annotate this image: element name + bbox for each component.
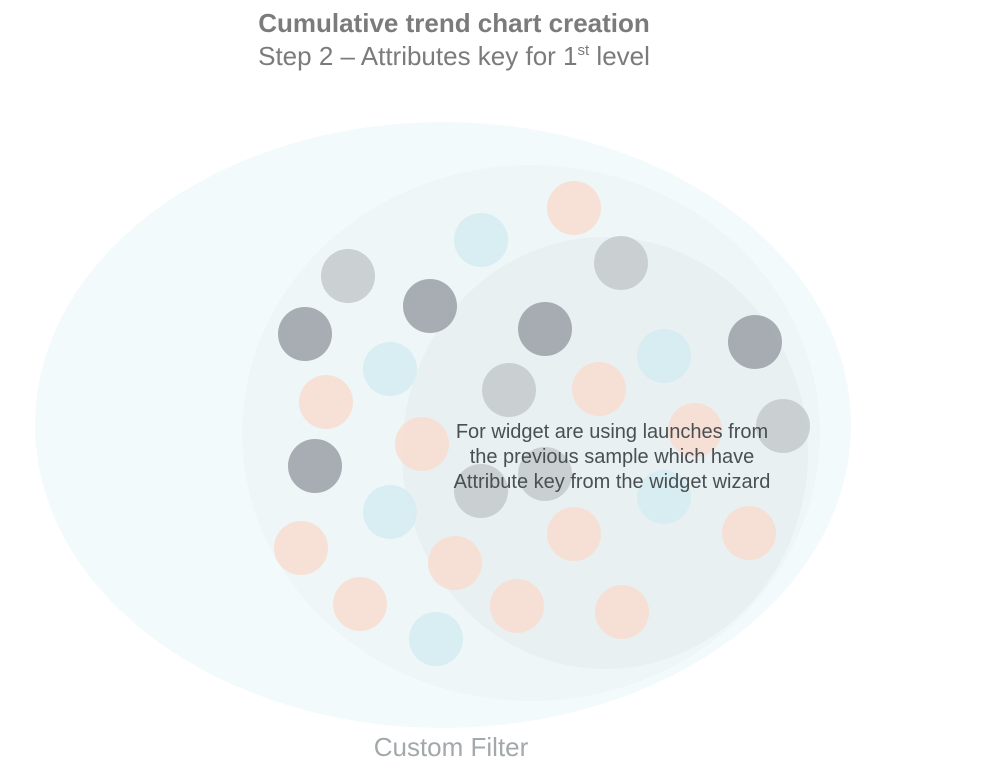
subtitle-superscript: st <box>577 42 590 59</box>
launch-dot-peach <box>595 585 649 639</box>
launch-dot-dark-gray <box>278 307 332 361</box>
caption-line: the previous sample which have <box>469 446 755 468</box>
launch-dot-peach <box>428 536 482 590</box>
launch-dot-peach <box>722 506 776 560</box>
launch-dot-light-gray <box>321 249 375 303</box>
subtitle-end: level <box>589 41 650 71</box>
launch-dot-light-gray <box>756 399 810 453</box>
launch-dot-dark-gray <box>728 315 782 369</box>
custom-filter-label: Custom Filter <box>373 732 529 762</box>
launch-dot-light-blue <box>409 612 463 666</box>
launch-dots <box>274 181 810 666</box>
launch-dot-peach <box>547 181 601 235</box>
launch-dot-peach <box>547 507 601 561</box>
launch-dot-light-gray <box>454 464 508 518</box>
launch-dot-light-gray <box>594 236 648 290</box>
launch-dot-peach <box>274 521 328 575</box>
inner-filter-ellipse <box>402 237 808 669</box>
slide-title: Cumulative trend chart creation <box>258 8 650 38</box>
launch-dot-peach <box>333 577 387 631</box>
launch-dot-light-blue <box>637 470 691 524</box>
launch-dot-dark-gray <box>403 279 457 333</box>
slide-header: Cumulative trend chart creation Step 2 –… <box>0 6 908 72</box>
launch-dot-light-blue <box>637 329 691 383</box>
launch-dot-light-gray <box>518 447 572 501</box>
launch-dot-light-blue <box>363 485 417 539</box>
launch-dot-peach <box>299 375 353 429</box>
launch-dot-light-blue <box>454 213 508 267</box>
diagram-caption: For widget are using launches from the p… <box>402 420 822 495</box>
launch-dot-peach <box>395 417 449 471</box>
launch-dot-peach <box>490 579 544 633</box>
launch-dot-light-blue <box>363 342 417 396</box>
launch-dot-peach <box>668 403 722 457</box>
launch-dot-dark-gray <box>288 439 342 493</box>
caption-line: Attribute key from the widget wizard <box>453 471 771 493</box>
launch-dot-light-gray <box>482 363 536 417</box>
subtitle-main: Step 2 – Attributes key for 1 <box>258 41 578 71</box>
caption-line: For widget are using launches from <box>455 421 769 443</box>
slide-subtitle: Step 2 – Attributes key for 1st level <box>0 40 908 72</box>
launch-dot-peach <box>572 362 626 416</box>
launch-dot-dark-gray <box>518 302 572 356</box>
